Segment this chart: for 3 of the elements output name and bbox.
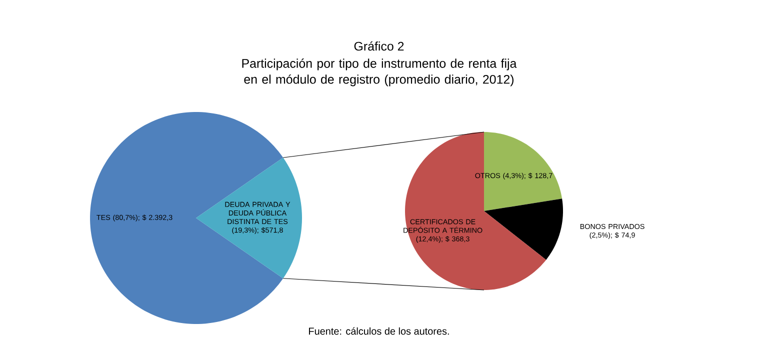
- text: Participación por tipo de instrumento de renta fija en el módulo de registro (promedio diario, 2012): [242, 58, 517, 86]
- source-note: Fuente: cálculos de los autores.: [309, 327, 449, 335]
- text: Gráfico 2: [354, 41, 404, 51]
